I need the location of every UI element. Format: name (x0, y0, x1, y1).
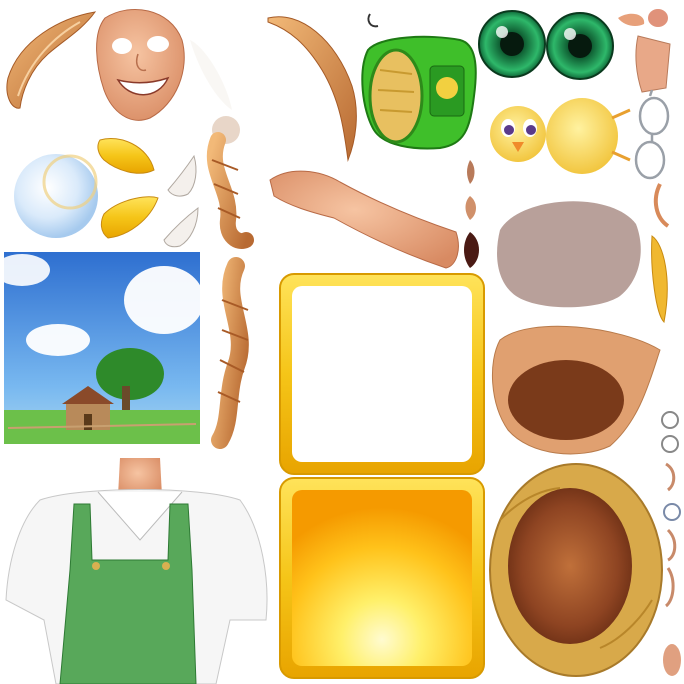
panel-icon (279, 477, 485, 679)
chick-icon (490, 98, 631, 174)
braid-icon (211, 257, 249, 449)
eye-icon (546, 12, 614, 80)
face-icon (96, 8, 185, 121)
landscape-icon (0, 252, 204, 444)
arm-icon (269, 170, 459, 269)
glasses-icon (634, 89, 670, 180)
wing-icon (97, 138, 159, 239)
parts-icon (661, 411, 681, 676)
curl-icon (367, 13, 379, 28)
frame-icon (279, 273, 485, 475)
hat-icon (491, 325, 661, 455)
parts-icon (651, 183, 670, 324)
sack-icon (361, 35, 477, 150)
braid-icon (206, 116, 254, 249)
torso-icon (5, 458, 268, 684)
wing-icon (163, 154, 199, 248)
hair-strand-icon (267, 16, 357, 162)
hair-lock-icon (6, 11, 97, 109)
bubble-icon (14, 154, 98, 238)
eye-icon (478, 10, 546, 78)
feather-icon (190, 40, 232, 110)
cap-icon (497, 201, 641, 308)
nose-icon (618, 9, 671, 93)
ear-icon (464, 160, 479, 268)
straw-hat-icon (489, 463, 663, 677)
